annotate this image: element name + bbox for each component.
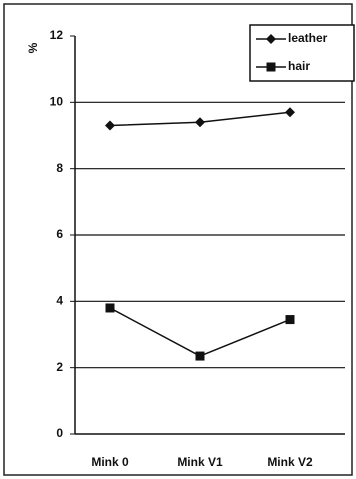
marker — [105, 120, 115, 131]
y-tick-label: 10 — [50, 95, 64, 109]
y-tick-label: 0 — [56, 426, 63, 440]
x-tick-label: Mink V1 — [177, 455, 223, 469]
marker — [195, 117, 205, 128]
y-tick-label: 12 — [50, 28, 64, 42]
y-tick-label: 2 — [56, 360, 63, 374]
marker — [266, 62, 276, 72]
marker — [266, 34, 276, 44]
marker — [195, 351, 205, 361]
marker — [285, 315, 295, 325]
marker — [105, 303, 115, 313]
marker — [285, 107, 295, 118]
series-line — [109, 307, 291, 357]
y-tick-label: 8 — [56, 161, 63, 175]
x-tick-label: Mink 0 — [91, 455, 129, 469]
legend-label: hair — [288, 59, 310, 73]
y-axis-label: % — [26, 42, 40, 53]
legend-box — [249, 24, 355, 82]
x-tick-label: Mink V2 — [267, 455, 313, 469]
y-tick-label: 4 — [56, 294, 63, 308]
legend-label: leather — [288, 31, 328, 45]
frame — [3, 3, 353, 476]
y-tick-label: 6 — [56, 227, 63, 241]
